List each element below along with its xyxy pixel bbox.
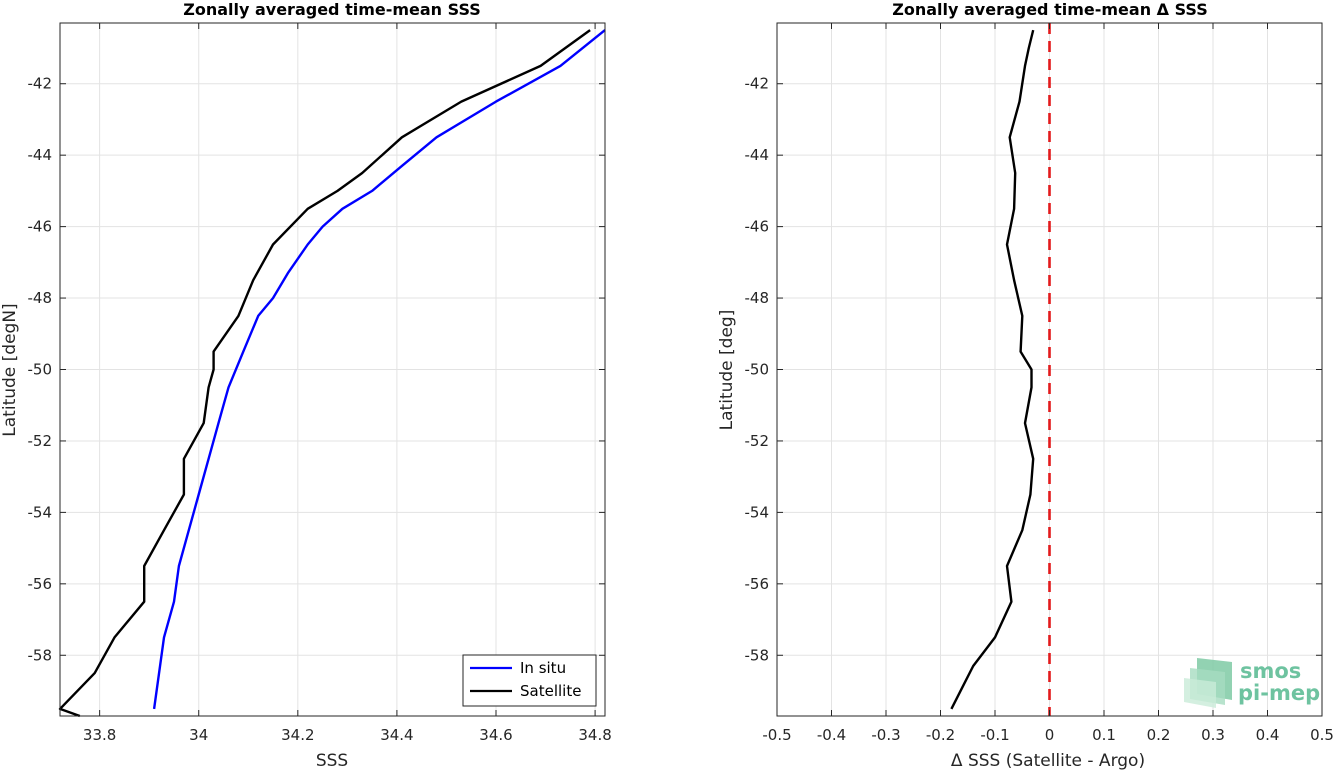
series-group-delta-sss bbox=[950, 23, 1051, 716]
smos-pi-mep-logo: smos pi-mep bbox=[1184, 658, 1320, 708]
legend-box bbox=[462, 654, 597, 707]
x-tick-label: 34.2 bbox=[281, 726, 314, 744]
x-tick-label: 34.4 bbox=[380, 726, 413, 744]
x-tick-label: 0.2 bbox=[1147, 726, 1171, 744]
grid-sss bbox=[60, 23, 605, 716]
y-axis-label-delta-sss: Latitude [deg] bbox=[717, 310, 737, 431]
logo-emblem-icon bbox=[1184, 658, 1232, 708]
y-tick-label: -58 bbox=[28, 646, 53, 664]
x-axis-label-delta-sss: Δ SSS (Satellite - Argo) bbox=[951, 751, 1145, 770]
chart-title-delta-sss: Zonally averaged time-mean Δ SSS bbox=[892, 0, 1208, 19]
series-line-satellite bbox=[58, 29, 591, 718]
y-tick-label: -50 bbox=[745, 361, 770, 379]
y-tick-label: -52 bbox=[28, 432, 53, 450]
x-tick-label: -0.1 bbox=[980, 726, 1009, 744]
y-tick-label: -54 bbox=[28, 503, 53, 521]
y-tick-label: -44 bbox=[745, 146, 770, 164]
logo-text-smos: smos bbox=[1240, 659, 1301, 683]
x-tick-label: -0.3 bbox=[871, 726, 900, 744]
x-tick-label: 34.8 bbox=[578, 726, 611, 744]
y-ticks-sss: -42 -44 -46 -48 -50 -52 -54 -56 -58 bbox=[28, 75, 605, 664]
legend: In situ Satellite bbox=[462, 654, 597, 707]
chart-delta-sss: Zonally averaged time-mean Δ SSS -0.5 -0.… bbox=[717, 0, 1334, 770]
y-tick-label: -44 bbox=[28, 146, 53, 164]
x-tick-label: 0 bbox=[1045, 726, 1055, 744]
y-tick-label: -46 bbox=[28, 218, 53, 236]
y-tick-label: -48 bbox=[28, 289, 53, 307]
chart-title-sss: Zonally averaged time-mean SSS bbox=[183, 0, 481, 19]
x-tick-label: -0.4 bbox=[817, 726, 846, 744]
x-tick-label: 33.8 bbox=[83, 726, 116, 744]
chart-sss: Zonally averaged time-mean SSS 33.8 34 34.… bbox=[0, 0, 612, 770]
y-tick-label: -52 bbox=[745, 432, 770, 450]
x-axis-label-sss: SSS bbox=[316, 751, 348, 770]
x-tick-label: 0.1 bbox=[1092, 726, 1116, 744]
x-ticks-sss: 33.8 34 34.2 34.4 34.6 34.8 bbox=[83, 23, 612, 744]
y-tick-label: -56 bbox=[745, 575, 770, 593]
y-axis-label-sss: Latitude [degN] bbox=[0, 303, 20, 436]
y-ticks-delta-sss: -42 -44 -46 -48 -50 -52 -54 -56 -58 bbox=[745, 75, 1322, 664]
x-tick-label: 34.6 bbox=[479, 726, 512, 744]
x-tick-label: 0.4 bbox=[1256, 726, 1280, 744]
y-tick-label: -48 bbox=[745, 289, 770, 307]
series-line-in-situ bbox=[152, 29, 606, 710]
y-tick-label: -46 bbox=[745, 218, 770, 236]
y-tick-label: -54 bbox=[745, 503, 770, 521]
y-tick-label: -42 bbox=[745, 75, 770, 93]
x-tick-label: 0.5 bbox=[1310, 726, 1334, 744]
series-group-sss bbox=[58, 29, 606, 718]
y-tick-label: -50 bbox=[28, 361, 53, 379]
x-tick-label: -0.5 bbox=[762, 726, 791, 744]
x-ticks-delta-sss: -0.5 -0.4 -0.3 -0.2 -0.1 0 0.1 0.2 0.3 0.4 0.5 bbox=[762, 23, 1334, 744]
y-tick-label: -56 bbox=[28, 575, 53, 593]
y-tick-label: -42 bbox=[28, 75, 53, 93]
series-line-series-0 bbox=[950, 29, 1035, 710]
logo-text-pi-mep: pi-mep bbox=[1238, 681, 1320, 705]
legend-label-satellite: Satellite bbox=[520, 682, 581, 700]
x-tick-label: 34 bbox=[189, 726, 208, 744]
x-tick-label: -0.2 bbox=[926, 726, 955, 744]
legend-label-in-situ: In situ bbox=[520, 659, 566, 677]
y-tick-label: -58 bbox=[745, 646, 770, 664]
x-tick-label: 0.3 bbox=[1201, 726, 1225, 744]
